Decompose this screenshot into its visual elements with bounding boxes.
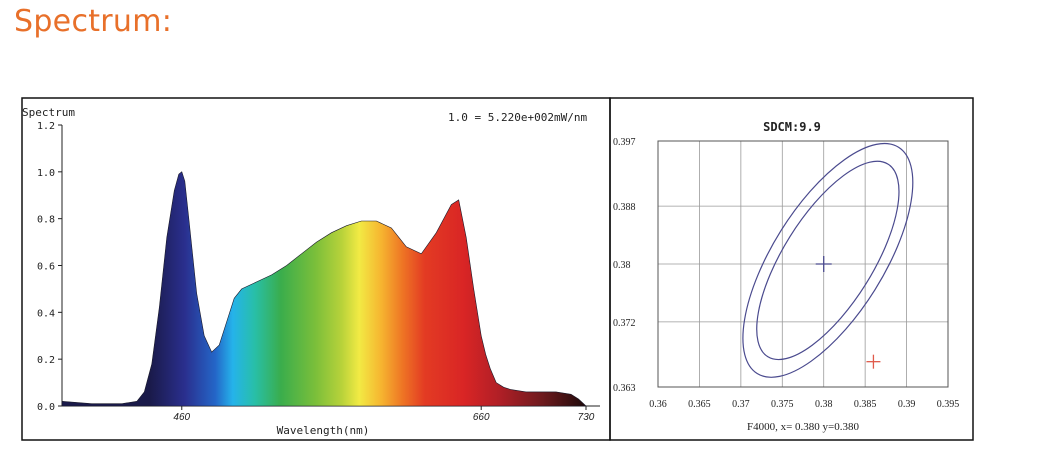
chromaticity-caption: F4000, x= 0.380 y=0.380 <box>747 421 860 433</box>
chromaticity-plot-frame <box>657 140 949 388</box>
chromaticity-y-tick-label: 0.397 <box>613 137 636 148</box>
spectrum-title: Spectrum <box>22 106 75 119</box>
spectrum-x-tick-label: 730 <box>578 412 595 423</box>
chromaticity-panel-frame <box>609 97 974 441</box>
spectrum-y-tick-label: 0.8 <box>37 215 55 226</box>
spectrum-y-tick-label: 0.6 <box>37 262 55 273</box>
spectrum-x-axis-label: Wavelength(nm) <box>277 424 370 437</box>
spectrum-y-tick-label: 0.4 <box>37 308 55 319</box>
spectrum-area <box>61 171 587 407</box>
spectrum-y-tick-label: 1.2 <box>37 121 55 132</box>
sdcm-ellipse <box>742 142 914 378</box>
chromaticity-x-tick-label: 0.36 <box>649 399 667 410</box>
chromaticity-x-tick-label: 0.385 <box>854 399 877 410</box>
chromaticity-y-tick-label: 0.363 <box>613 383 636 394</box>
chromaticity-x-tick-label: 0.395 <box>937 399 960 410</box>
sdcm-ellipse <box>756 160 900 361</box>
chromaticity-x-tick-label: 0.365 <box>688 399 711 410</box>
spectrum-y-tick-label: 1.0 <box>37 168 55 179</box>
chromaticity-x-tick-label: 0.375 <box>771 399 794 410</box>
target-point-marker <box>815 256 832 272</box>
spectrum-scale-annotation: 1.0 = 5.220e+002mW/nm <box>448 111 587 124</box>
spectrum-y-tick-label: 0.2 <box>37 355 55 366</box>
chromaticity-x-tick-label: 0.37 <box>732 399 750 410</box>
spectrum-x-tick-label: 660 <box>473 412 490 423</box>
page-heading: Spectrum: <box>14 4 173 39</box>
spectrum-x-tick-label: 460 <box>173 412 190 423</box>
spectrum-y-tick-label: 0.0 <box>37 402 55 413</box>
chromaticity-x-tick-label: 0.38 <box>815 399 833 410</box>
chromaticity-y-tick-label: 0.38 <box>613 260 631 271</box>
chromaticity-x-tick-label: 0.39 <box>898 399 916 410</box>
chromaticity-title: SDCM:9.9 <box>763 120 821 134</box>
chromaticity-y-tick-label: 0.372 <box>613 318 636 329</box>
chromaticity-y-tick-label: 0.388 <box>613 202 636 213</box>
measured-point-marker <box>866 354 881 369</box>
